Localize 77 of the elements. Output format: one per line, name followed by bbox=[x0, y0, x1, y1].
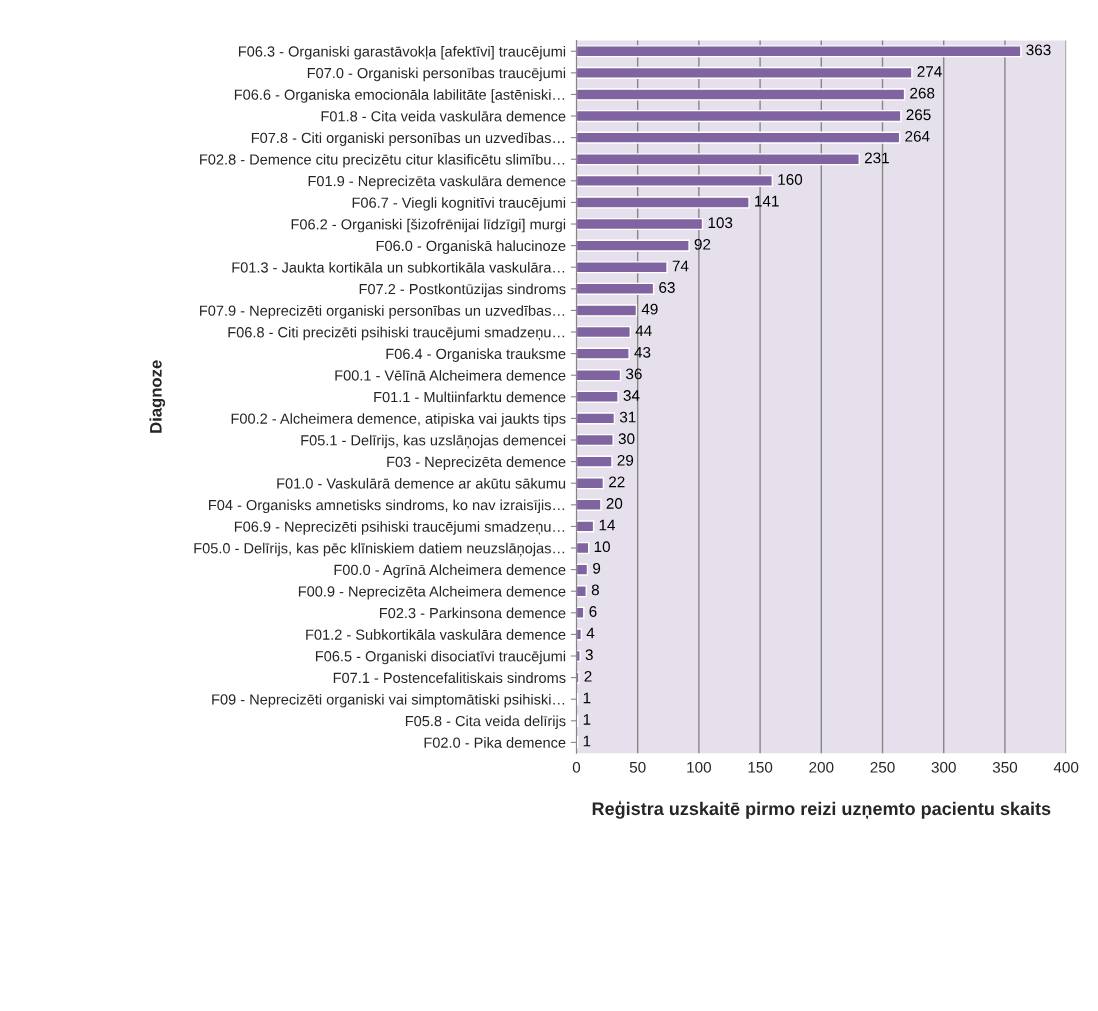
data-label: 63 bbox=[659, 282, 675, 293]
data-label: 1 bbox=[583, 714, 591, 725]
data-label: 49 bbox=[641, 303, 658, 315]
y-tick-label: F05.8 - Cita veida delīrijs bbox=[405, 715, 566, 730]
data-label: 1 bbox=[583, 692, 591, 704]
data-label: 74 bbox=[672, 260, 689, 272]
x-tick-label: 200 bbox=[809, 761, 834, 773]
data-label: 14 bbox=[599, 519, 616, 531]
y-tick-label: F04 - Organisks amnetisks sindroms, ko nav izraisījis… bbox=[209, 499, 565, 514]
y-tick-label: F06.7 - Viegli kognitīvi traucējumi bbox=[352, 197, 566, 211]
data-label: 274 bbox=[917, 66, 942, 77]
y-tick-label: F07.1 - Postencefalitiskais sindroms bbox=[333, 672, 566, 684]
data-label: 36 bbox=[626, 368, 642, 380]
x-tick-label: 400 bbox=[1053, 761, 1079, 773]
data-label: 3 bbox=[585, 649, 593, 661]
data-label: 43 bbox=[634, 346, 651, 358]
data-label: 34 bbox=[623, 390, 640, 401]
y-tick-label: F07.0 - Organiski personības traucējumi bbox=[307, 67, 566, 82]
data-label: 31 bbox=[619, 411, 636, 423]
data-label: 264 bbox=[905, 130, 930, 142]
data-label: 10 bbox=[594, 541, 610, 553]
data-label: 92 bbox=[694, 238, 711, 250]
data-label: 44 bbox=[635, 325, 652, 336]
data-label: 2 bbox=[584, 670, 592, 682]
data-label: 141 bbox=[755, 195, 779, 207]
y-tick-label: F07.9 - Neprecizēti organiski personības un uzvedības… bbox=[200, 305, 565, 319]
y-tick-label: F01.2 - Subkortikāla vaskulāra demence bbox=[306, 629, 566, 640]
y-tick-label: F00.9 - Neprecizēta Alcheimera demence bbox=[298, 585, 566, 600]
y-tick-label: F03 - Neprecizēta demence bbox=[387, 456, 566, 470]
y-tick-label: F05.1 - Delīrijs, kas uzslāņojas demencei bbox=[301, 434, 566, 449]
y-tick-label: F02.0 - Pika demence bbox=[424, 737, 566, 748]
data-label: 231 bbox=[864, 152, 889, 164]
y-tick-label: F01.8 - Cita veida vaskulāra demence bbox=[321, 110, 566, 122]
y-tick-label: F06.5 - Organiski disociatīvi traucējumi bbox=[316, 650, 566, 665]
y-tick-label: F07.2 - Postkontūzijas sindroms bbox=[359, 283, 566, 298]
y-tick-label: F02.8 - Demence citu precizētu citur klasificētu slimību… bbox=[200, 153, 565, 168]
data-label: 265 bbox=[906, 109, 931, 121]
y-tick-label: F00.0 - Agrīnā Alcheimera demence bbox=[334, 564, 566, 578]
x-tick-label: 300 bbox=[931, 761, 956, 773]
y-tick-label: F01.1 - Multiinfarktu demence bbox=[374, 391, 566, 403]
x-tick-label: 150 bbox=[748, 761, 773, 773]
y-tick-label: F05.0 - Delīrijs, kas pēc klīniskiem datiem neuzslāņojas… bbox=[194, 542, 565, 557]
data-label: 4 bbox=[586, 627, 595, 639]
y-tick-label: F00.2 - Alcheimera demence, atipiska vai jaukts tips bbox=[231, 413, 566, 427]
data-label: 8 bbox=[591, 584, 599, 596]
data-label: 29 bbox=[617, 454, 634, 466]
x-tick-label: 50 bbox=[629, 761, 646, 773]
y-tick-label: F06.2 - Organiski [šizofrēnijai līdzīgi] murgi bbox=[291, 218, 566, 233]
y-tick-label: F02.3 - Parkinsona demence bbox=[379, 607, 566, 619]
y-tick-label: F09 - Neprecizēti organiski vai simptomātiski psihiski… bbox=[212, 693, 565, 708]
y-tick-label: F06.9 - Neprecizēti psihiski traucējumi smadzeņu… bbox=[234, 521, 565, 535]
y-tick-label: F01.9 - Neprecizēta vaskulāra demence bbox=[308, 175, 566, 190]
data-label: 103 bbox=[708, 217, 733, 229]
data-label: 20 bbox=[606, 498, 623, 509]
y-tick-label: F06.0 - Organiskā halucinoze bbox=[376, 240, 566, 254]
x-tick-label: 0 bbox=[572, 761, 581, 773]
y-axis-title: Diagnoze bbox=[149, 360, 166, 433]
y-tick-label: F06.8 - Citi precizēti psihiski traucējumi smadzeņu… bbox=[228, 326, 565, 341]
y-tick-label: F00.1 - Vēlīnā Alcheimera demence bbox=[335, 369, 566, 381]
y-tick-label: F06.6 - Organiska emocionāla labilitāte [astēniski… bbox=[234, 89, 565, 103]
y-tick-label: F01.3 - Jaukta kortikāla un subkortikāla vaskulāra… bbox=[232, 261, 565, 273]
data-label: 30 bbox=[618, 433, 635, 445]
data-label: 160 bbox=[778, 174, 803, 185]
data-label: 363 bbox=[1026, 44, 1051, 56]
x-axis-title: Reģistra uzskaitē pirmo reizi uzņemto pacientu skaits bbox=[592, 800, 1051, 819]
data-label: 6 bbox=[589, 606, 597, 617]
y-tick-label: F07.8 - Citi organiski personības un uzvedības… bbox=[251, 132, 565, 146]
x-tick-label: 100 bbox=[687, 761, 712, 773]
y-tick-label: F06.3 - Organiski garastāvokļa [afektīvi] traucējumi bbox=[238, 45, 566, 60]
y-tick-label: F01.0 - Vaskulārā demence ar akūtu sākumu bbox=[277, 477, 566, 489]
data-label: 22 bbox=[609, 476, 625, 488]
data-label: 9 bbox=[593, 562, 601, 574]
y-tick-label: F06.4 - Organiska trauksme bbox=[386, 348, 566, 362]
x-tick-label: 250 bbox=[870, 761, 895, 773]
data-label: 268 bbox=[910, 87, 935, 99]
data-label: 1 bbox=[583, 735, 591, 747]
x-tick-label: 350 bbox=[992, 761, 1018, 773]
